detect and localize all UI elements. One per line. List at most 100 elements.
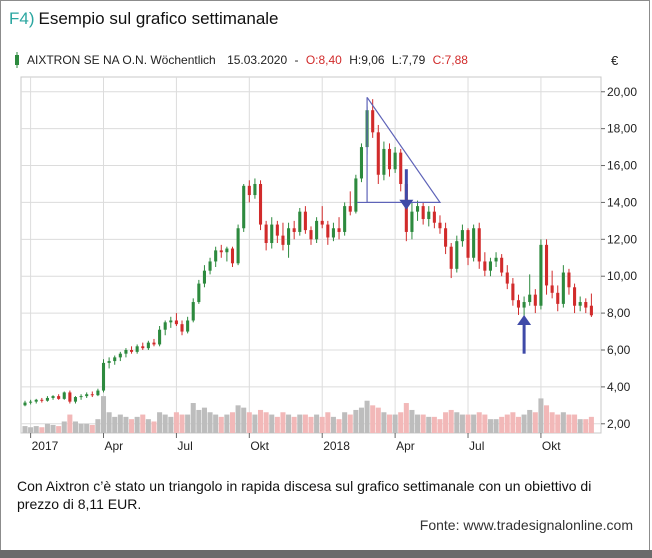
candle-body	[298, 211, 302, 232]
volume-bar	[207, 412, 213, 433]
candle-body	[23, 402, 27, 406]
candle-body	[253, 183, 257, 196]
legend-high: H:9,06	[349, 53, 385, 67]
y-tick-label: 6,00	[607, 343, 631, 357]
volume-bar	[515, 416, 522, 433]
candle-body	[488, 261, 492, 271]
volume-bar	[196, 409, 202, 433]
candle-body	[460, 230, 464, 242]
candle-body	[376, 132, 380, 175]
volume-bar	[392, 414, 398, 433]
volume-bar	[95, 419, 101, 433]
candle-body	[539, 244, 543, 306]
volume-bar	[252, 414, 258, 433]
candle-body	[73, 397, 78, 402]
volume-bar	[168, 416, 174, 433]
candle-body	[146, 342, 150, 349]
candle-body	[247, 185, 251, 196]
volume-bar	[353, 409, 359, 433]
volume-bar	[415, 414, 421, 433]
candle-body	[281, 235, 285, 245]
volume-bar	[84, 423, 90, 433]
candle-body	[130, 349, 134, 352]
volume-bar	[162, 414, 168, 433]
candle-body	[309, 230, 313, 240]
candle-body	[152, 342, 156, 345]
volume-bar	[89, 424, 95, 433]
candle-body	[303, 211, 307, 231]
candle-body	[494, 257, 498, 262]
volume-bar	[538, 398, 544, 433]
volume-bar	[527, 409, 533, 433]
candle-body	[90, 394, 94, 396]
legend-text: AIXTRON SE NA O.N. Wöchentlich 15.03.202…	[27, 53, 468, 67]
volume-bar	[386, 414, 393, 433]
candle-body	[500, 257, 504, 273]
figure-title: F4) Esempio sul grafico settimanale	[9, 9, 279, 29]
volume-bar	[370, 405, 376, 433]
y-axis: 20,00 18,00 16,00 14,00 12,00 10,00 8,00 6,00 4,…	[601, 85, 637, 431]
volume-bar	[185, 414, 191, 433]
volume-bar	[566, 414, 572, 433]
candle-body	[387, 148, 392, 170]
volume-bar	[403, 403, 409, 433]
y-tick-label: 16,00	[607, 159, 637, 173]
chart-legend: AIXTRON SE NA O.N. Wöchentlich 15.03.202…	[15, 52, 468, 68]
volume-bar	[157, 412, 163, 433]
candle-body	[219, 250, 223, 253]
chart-container: AIXTRON SE NA O.N. Wöchentlich 15.03.202…	[9, 41, 645, 461]
candle-body	[158, 329, 162, 345]
volume-bar	[129, 419, 135, 433]
candle-body	[337, 228, 341, 232]
volume-bar	[151, 421, 157, 433]
volume-bar	[112, 416, 118, 433]
y-tick-label: 8,00	[607, 306, 631, 320]
legend-date: 15.03.2020	[227, 53, 287, 67]
volume-bar	[499, 416, 505, 433]
candle-body	[85, 394, 89, 397]
volume-bar	[44, 423, 50, 433]
volume-bar	[437, 419, 443, 433]
volume-bar	[443, 412, 449, 433]
candle-body	[275, 224, 279, 236]
volume-bar	[549, 412, 555, 433]
figure-caption: Con Aixtron c’è stato un triangolo in ra…	[17, 478, 592, 512]
candle-body	[573, 287, 577, 306]
candle-body	[326, 224, 330, 238]
volume-bar	[330, 416, 336, 433]
candle-body	[287, 228, 291, 245]
volume-bar	[201, 407, 207, 433]
candle-body	[45, 397, 49, 401]
candle-body	[118, 353, 122, 358]
y-tick-label: 10,00	[607, 269, 637, 283]
volume-bar	[459, 414, 465, 433]
volume-bar	[218, 416, 224, 433]
volume-bars	[22, 396, 594, 433]
volume-bar	[173, 412, 179, 433]
candle-body	[141, 346, 145, 349]
volume-bar	[286, 414, 292, 433]
candle-body	[399, 152, 403, 184]
volume-bar	[476, 412, 482, 433]
candle-body	[202, 270, 206, 284]
candle-body	[29, 401, 33, 403]
candle-body	[354, 178, 358, 212]
volume-bar	[235, 405, 241, 433]
y-axis-unit: €	[611, 53, 619, 68]
volume-bar	[123, 416, 129, 433]
candlestick-chart: AIXTRON SE NA O.N. Wöchentlich 15.03.202…	[9, 41, 645, 461]
volume-bar	[493, 419, 499, 433]
volume-bar	[510, 412, 516, 433]
candle-body	[264, 224, 268, 244]
volume-bar	[134, 416, 140, 433]
volume-bar	[577, 419, 583, 433]
candle-body	[57, 396, 61, 399]
x-tick-label: Jul	[469, 439, 484, 453]
candle-body	[101, 362, 106, 391]
volume-bar	[314, 414, 320, 433]
candle-body	[124, 349, 128, 354]
volume-bar	[213, 414, 219, 433]
candle-body	[169, 320, 173, 323]
candle-body	[556, 292, 560, 304]
